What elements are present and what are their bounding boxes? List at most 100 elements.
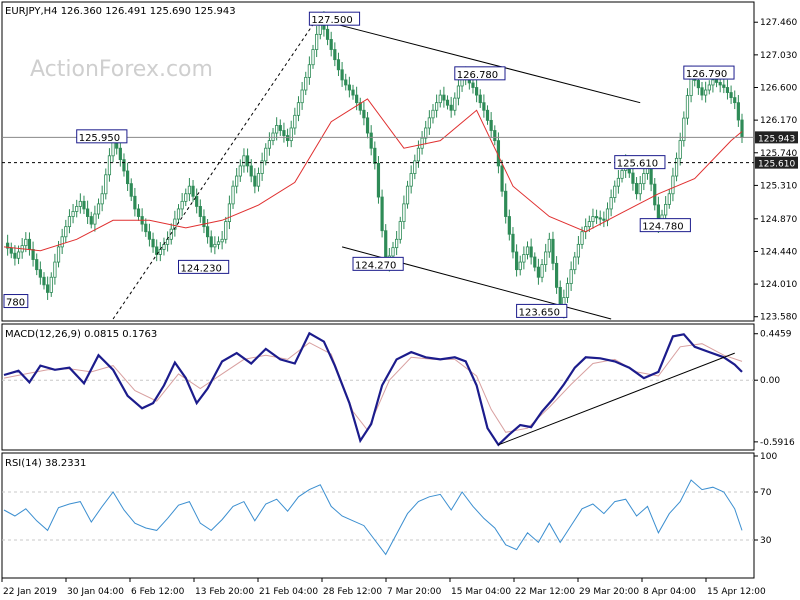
candle-body: [35, 259, 39, 271]
candle-body: [500, 165, 504, 192]
candle-body: [235, 175, 239, 187]
rsi-axis-label: 30: [760, 536, 772, 546]
candle-body: [158, 249, 162, 255]
candle-body: [409, 173, 413, 187]
candle-body: [126, 170, 130, 185]
candle-body: [96, 203, 101, 215]
rsi-line: [3, 479, 743, 556]
candle-body: [740, 119, 744, 138]
time-axis-label: 8 Apr 04:00: [643, 587, 696, 597]
candle-body: [184, 193, 188, 202]
candle-body: [271, 132, 275, 142]
candle-body: [667, 193, 671, 205]
candle-body: [391, 247, 395, 257]
candle-body: [256, 173, 261, 187]
candle-body: [336, 59, 341, 71]
macd-signal-line: [3, 342, 743, 433]
candle-body: [402, 203, 406, 222]
candle-body: [442, 94, 446, 101]
price-annotation-box: [3, 294, 29, 309]
candle-body: [333, 49, 337, 61]
price-annotation-box: [683, 65, 735, 80]
candle-body: [591, 216, 595, 222]
time-axis-label: 30 Jan 04:00: [67, 587, 124, 597]
candle-body: [475, 87, 479, 96]
candle-body: [289, 127, 293, 142]
candle-body: [191, 185, 195, 197]
candle-body: [93, 213, 97, 225]
candle-body: [700, 87, 704, 96]
candle-body: [133, 195, 137, 210]
rsi-axis-label: 100: [760, 452, 777, 462]
candle-body: [209, 236, 213, 248]
price-axis-label: 126.170: [760, 116, 797, 126]
price-annotation-label: 124.230: [181, 263, 222, 274]
candle-body: [38, 269, 42, 278]
candle-body: [151, 238, 155, 248]
candle-body: [202, 216, 206, 228]
candle-body: [554, 262, 559, 288]
candle-body: [264, 147, 268, 162]
candle-body: [227, 203, 231, 222]
candle-body: [71, 211, 75, 217]
candle-body: [296, 102, 301, 116]
candle-body: [46, 284, 50, 293]
candle-body: [685, 95, 690, 119]
candle-body: [129, 183, 133, 197]
price-axis-label: 126.600: [760, 83, 797, 93]
candle-body: [504, 190, 508, 217]
candle-body: [31, 249, 35, 260]
candle-body: [344, 79, 348, 86]
macd-title: MACD(12,26,9) 0.0815 0.1763: [5, 329, 157, 340]
candle-body: [13, 252, 17, 259]
candle-body: [78, 200, 82, 207]
candle-body: [416, 147, 421, 162]
candle-body: [413, 160, 417, 174]
candle-body: [653, 183, 657, 206]
candle-body: [16, 251, 21, 259]
candle-body: [49, 276, 53, 293]
candle-body: [245, 155, 250, 167]
candle-body: [369, 132, 373, 149]
time-axis-label: 15 Mar 04:00: [451, 587, 511, 597]
price-annotation-label: 126.790: [686, 69, 727, 80]
candle-body: [107, 155, 112, 176]
candle-body: [260, 160, 264, 174]
price-annotation-box: [454, 66, 506, 81]
candle-body: [180, 200, 184, 210]
price-level-tag: [755, 131, 798, 144]
candle-body: [736, 102, 740, 121]
candle-body: [569, 269, 573, 284]
time-axis-label: 7 Mar 20:00: [387, 587, 442, 597]
candle-body: [395, 238, 399, 249]
candle-body: [300, 89, 304, 104]
candle-body: [100, 193, 104, 205]
candle-body: [155, 246, 159, 255]
candle-body: [358, 102, 362, 111]
candle-body: [27, 238, 32, 250]
candle-body: [616, 177, 620, 187]
candle-body: [522, 254, 526, 263]
candle-body: [351, 89, 355, 96]
candle-body: [602, 218, 606, 221]
candle-body: [438, 94, 442, 104]
candle-body: [529, 246, 533, 258]
macd-panel-frame: [1, 323, 755, 451]
candle-body: [64, 226, 68, 238]
price-trendline: [316, 18, 641, 104]
candle-body: [365, 117, 370, 134]
price-level-tag: [755, 156, 798, 169]
candle-body: [609, 197, 613, 210]
price-axis-label: 127.030: [760, 51, 797, 61]
candle-body: [275, 125, 279, 134]
candle-body: [478, 94, 482, 104]
price-axis-label: 127.460: [760, 18, 797, 28]
price-annotation-box: [614, 155, 666, 170]
price-annotation-box: [76, 129, 128, 144]
price-axis-label: 125.310: [760, 181, 797, 191]
price-level-value: 125.610: [758, 160, 795, 170]
candle-body: [216, 241, 221, 245]
candle-body: [253, 175, 257, 187]
candle-body: [573, 256, 577, 271]
macd-axis-label: -0.5916: [760, 438, 795, 448]
